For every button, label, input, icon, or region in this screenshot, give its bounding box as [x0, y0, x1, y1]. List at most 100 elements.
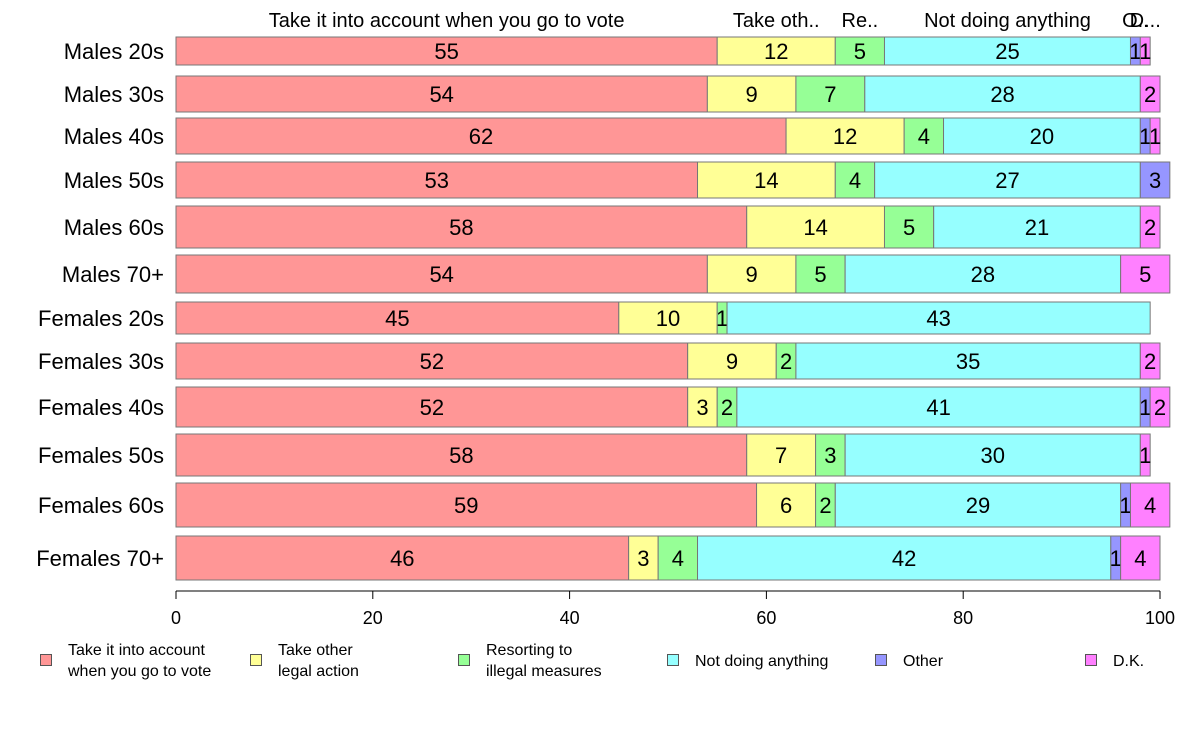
bar-segment	[795, 342, 1141, 380]
data-label: 1	[1139, 395, 1151, 420]
bar-segment	[1129, 482, 1171, 528]
x-tick-label: 40	[560, 608, 580, 628]
data-label: 41	[926, 395, 950, 420]
bar-segment	[756, 482, 817, 528]
data-label: 2	[819, 493, 831, 518]
bar-segment	[1149, 117, 1161, 155]
series-header-2: Re..	[842, 10, 879, 32]
data-label: 5	[1139, 262, 1151, 287]
data-label: 5	[854, 39, 866, 64]
legend-swatch	[458, 654, 470, 666]
bar-segment	[933, 205, 1141, 249]
bar-segment	[943, 117, 1141, 155]
data-label: 53	[425, 168, 449, 193]
data-label: 20	[1030, 124, 1054, 149]
bar-segment	[1120, 254, 1171, 294]
bar-segment	[687, 342, 777, 380]
data-label: 5	[814, 262, 826, 287]
data-label: 4	[918, 124, 930, 149]
chart-legend: Take it into account when you go to vote…	[0, 640, 1188, 700]
data-label: 21	[1025, 215, 1049, 240]
data-label: 10	[656, 306, 680, 331]
data-label: 30	[980, 443, 1004, 468]
legend-label: D.K.	[1113, 653, 1145, 670]
legend-item: Other	[875, 640, 943, 672]
bar-segment	[1120, 535, 1161, 581]
category-label: Males 40s	[64, 124, 164, 149]
bar-segment	[175, 482, 758, 528]
bar-segment	[1139, 161, 1171, 199]
data-label: 28	[990, 82, 1014, 107]
series-header-3: Not doing anything	[924, 10, 1091, 32]
data-label: 62	[469, 124, 493, 149]
legend-item: Take other legal action	[250, 640, 359, 682]
bar-segment	[706, 75, 797, 113]
data-label: 14	[754, 168, 778, 193]
data-label: 25	[995, 39, 1019, 64]
category-label: Males 20s	[64, 39, 164, 64]
bar-segment	[175, 254, 708, 294]
data-label: 1	[1139, 39, 1151, 64]
data-label: 12	[764, 39, 788, 64]
bar-segment	[746, 433, 817, 477]
legend-swatch	[250, 654, 262, 666]
bar-segment	[628, 535, 659, 581]
category-label: Males 60s	[64, 215, 164, 240]
data-label: 4	[1134, 546, 1146, 571]
category-label: Males 30s	[64, 82, 164, 107]
data-label: 9	[746, 82, 758, 107]
data-label: 2	[1154, 395, 1166, 420]
bar-segment	[844, 433, 1141, 477]
bar-segment	[903, 117, 945, 155]
bar-segment	[657, 535, 699, 581]
bar-segment	[1139, 36, 1151, 66]
bar-segment	[706, 254, 797, 294]
bar-segment	[864, 75, 1141, 113]
bar-segment	[736, 386, 1141, 428]
x-tick-label: 100	[1145, 608, 1175, 628]
data-label: 2	[721, 395, 733, 420]
data-label: 52	[420, 395, 444, 420]
data-label: 2	[1144, 215, 1156, 240]
data-label: 58	[449, 215, 473, 240]
legend-label: Take it into account when you go to vote	[68, 642, 212, 680]
bar-segment	[175, 386, 689, 428]
bar-segment	[175, 433, 748, 477]
data-label: 1	[1149, 124, 1161, 149]
data-label: 4	[849, 168, 861, 193]
data-label: 45	[385, 306, 409, 331]
x-tick-label: 80	[953, 608, 973, 628]
legend-label: Resorting to illegal measures	[486, 642, 602, 680]
category-label: Females 30s	[38, 349, 164, 374]
legend-item: Not doing anything	[667, 640, 828, 672]
series-header-5: D...	[1130, 10, 1161, 32]
bar-segment	[687, 386, 718, 428]
legend-label: Take other legal action	[278, 642, 359, 680]
data-label: 7	[824, 82, 836, 107]
data-label: 9	[726, 349, 738, 374]
bar-segment	[1139, 342, 1161, 380]
bar-segment	[795, 75, 866, 113]
data-label: 9	[746, 262, 758, 287]
data-label: 3	[824, 443, 836, 468]
data-label: 1	[1119, 493, 1131, 518]
legend-label: Not doing anything	[695, 653, 829, 670]
series-header-1: Take oth..	[733, 10, 820, 32]
category-label: Males 50s	[64, 168, 164, 193]
bar-segment	[795, 254, 846, 294]
data-label: 4	[1144, 493, 1156, 518]
category-label: Males 70+	[62, 262, 164, 287]
bar-segment	[1139, 205, 1161, 249]
stacked-bar-chart: Take it into account when you go to vote…	[36, 10, 1175, 628]
legend-label: Other	[903, 653, 944, 670]
legend-swatch	[40, 654, 52, 666]
data-label: 1	[1139, 124, 1151, 149]
bar-segment	[746, 205, 885, 249]
data-label: 54	[429, 82, 453, 107]
category-label: Females 40s	[38, 395, 164, 420]
data-label: 55	[434, 39, 458, 64]
bar-segment	[844, 254, 1122, 294]
data-label: 3	[637, 546, 649, 571]
legend-swatch	[667, 654, 679, 666]
data-label: 12	[833, 124, 857, 149]
